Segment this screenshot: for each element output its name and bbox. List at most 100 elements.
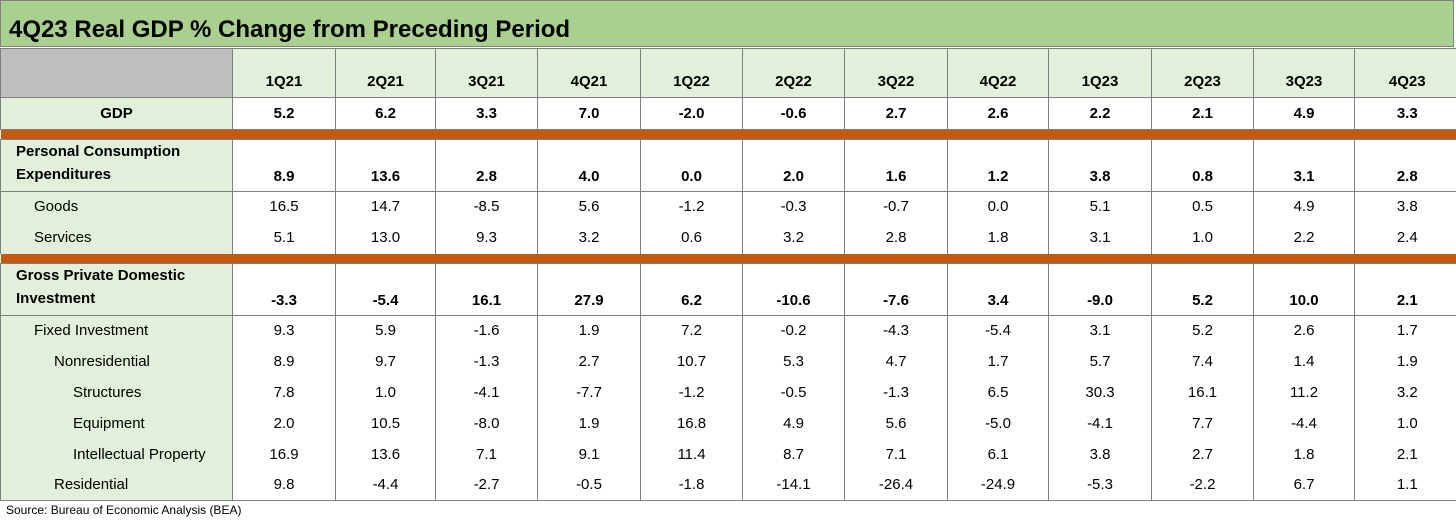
data-cell: 2.7	[1151, 439, 1254, 471]
divider-bar	[0, 129, 1456, 140]
data-cell: 1.9	[537, 315, 641, 347]
table-row: Fixed Investment 9.3 5.9 -1.6 1.9 7.2 -0…	[0, 315, 1456, 347]
data-cell: 10.7	[640, 346, 743, 378]
data-cell: 2.6	[947, 97, 1049, 130]
data-cell: -2.2	[1151, 470, 1254, 501]
data-cell: 11.2	[1253, 377, 1355, 409]
column-header: 4Q23	[1354, 48, 1456, 98]
data-cell: 2.8	[1354, 139, 1456, 192]
data-cell: 3.4	[947, 263, 1049, 316]
data-cell: 1.0	[1354, 408, 1456, 440]
data-cell: 4.9	[742, 408, 845, 440]
data-cell: -0.3	[742, 191, 845, 223]
data-cell: 1.0	[1151, 222, 1254, 254]
data-cell: 9.3	[232, 315, 336, 347]
data-cell: 2.0	[232, 408, 336, 440]
row-label: Personal Consumption Expenditures	[0, 139, 233, 192]
data-cell: -0.5	[537, 470, 641, 501]
row-label: Gross Private Domestic Investment	[0, 263, 233, 316]
gdp-row: GDP 5.2 6.2 3.3 7.0 -2.0 -0.6 2.7 2.6 2.…	[0, 97, 1456, 130]
data-cell: 5.7	[1048, 346, 1152, 378]
data-cell: 13.6	[335, 139, 436, 192]
data-cell: 4.9	[1253, 97, 1355, 130]
gpdi-row: Gross Private Domestic Investment -3.3 -…	[0, 263, 1456, 316]
data-cell: 7.8	[232, 377, 336, 409]
data-cell: 5.9	[335, 315, 436, 347]
column-header: 3Q21	[435, 48, 538, 98]
data-cell: -7.7	[537, 377, 641, 409]
data-cell: 6.1	[947, 439, 1049, 471]
data-cell: 8.7	[742, 439, 845, 471]
data-cell: 30.3	[1048, 377, 1152, 409]
data-cell: 5.1	[232, 222, 336, 254]
data-cell: 6.2	[640, 263, 743, 316]
data-cell: 7.1	[435, 439, 538, 471]
row-label: Services	[0, 222, 233, 254]
data-cell: 2.7	[844, 97, 948, 130]
column-header: 3Q23	[1253, 48, 1355, 98]
data-cell: -1.2	[640, 377, 743, 409]
data-cell: 0.6	[640, 222, 743, 254]
column-header: 3Q22	[844, 48, 948, 98]
data-cell: -0.5	[742, 377, 845, 409]
data-cell: 1.1	[1354, 470, 1456, 501]
data-cell: 0.8	[1151, 139, 1254, 192]
data-cell: 0.0	[640, 139, 743, 192]
data-cell: 3.2	[1354, 377, 1456, 409]
data-cell: -10.6	[742, 263, 845, 316]
data-cell: 7.4	[1151, 346, 1254, 378]
data-cell: -5.4	[947, 315, 1049, 347]
data-cell: 9.8	[232, 470, 336, 501]
data-cell: 10.5	[335, 408, 436, 440]
data-cell: -8.0	[435, 408, 538, 440]
data-cell: -1.3	[435, 346, 538, 378]
data-cell: -3.3	[232, 263, 336, 316]
table-row: Structures 7.8 1.0 -4.1 -7.7 -1.2 -0.5 -…	[0, 377, 1456, 409]
table-row: Services 5.1 13.0 9.3 3.2 0.6 3.2 2.8 1.…	[0, 222, 1456, 254]
data-cell: 4.9	[1253, 191, 1355, 223]
row-label: Residential	[0, 470, 233, 501]
data-cell: -9.0	[1048, 263, 1152, 316]
data-cell: 4.7	[844, 346, 948, 378]
column-header: 1Q23	[1048, 48, 1152, 98]
data-cell: 2.6	[1253, 315, 1355, 347]
data-cell: 0.5	[1151, 191, 1254, 223]
data-cell: -8.5	[435, 191, 538, 223]
column-header: 4Q21	[537, 48, 641, 98]
data-cell: 7.1	[844, 439, 948, 471]
data-cell: 16.1	[435, 263, 538, 316]
data-cell: 10.0	[1253, 263, 1355, 316]
data-cell: 13.6	[335, 439, 436, 471]
row-label: Equipment	[0, 408, 233, 440]
data-cell: -4.4	[335, 470, 436, 501]
data-cell: 8.9	[232, 139, 336, 192]
data-cell: 14.7	[335, 191, 436, 223]
data-cell: -4.1	[1048, 408, 1152, 440]
row-label: Fixed Investment	[0, 315, 233, 347]
table-row: Residential 9.8 -4.4 -2.7 -0.5 -1.8 -14.…	[0, 470, 1456, 501]
data-cell: 5.6	[844, 408, 948, 440]
data-cell: -7.6	[844, 263, 948, 316]
row-label: Intellectual Property	[0, 439, 233, 471]
data-cell: 5.2	[1151, 263, 1254, 316]
row-label: Nonresidential	[0, 346, 233, 378]
data-cell: 2.8	[844, 222, 948, 254]
column-header: 1Q21	[232, 48, 336, 98]
data-cell: 1.7	[947, 346, 1049, 378]
data-cell: 16.1	[1151, 377, 1254, 409]
section-divider	[0, 253, 1456, 264]
data-cell: -4.4	[1253, 408, 1355, 440]
column-header: 4Q22	[947, 48, 1049, 98]
data-cell: 5.6	[537, 191, 641, 223]
data-cell: 2.4	[1354, 222, 1456, 254]
divider-bar	[0, 253, 1456, 264]
data-cell: -1.3	[844, 377, 948, 409]
data-cell: 5.2	[1151, 315, 1254, 347]
data-cell: -0.2	[742, 315, 845, 347]
data-cell: -0.6	[742, 97, 845, 130]
data-cell: 3.3	[435, 97, 538, 130]
data-cell: 3.1	[1048, 315, 1152, 347]
data-cell: 2.1	[1354, 439, 1456, 471]
pce-row: Personal Consumption Expenditures 8.9 13…	[0, 139, 1456, 192]
